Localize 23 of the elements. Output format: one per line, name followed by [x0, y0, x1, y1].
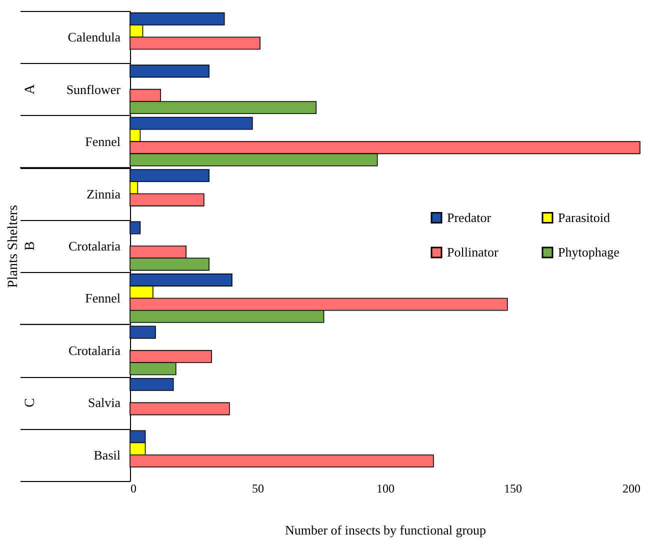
y-tick-label: Crotalaria [68, 238, 121, 254]
y-tick-label: Calendula [68, 30, 121, 45]
legend-label: Pollinator [447, 244, 499, 260]
legend-label: Phytophage [558, 244, 620, 260]
y-tick-label: Zinnia [86, 186, 121, 202]
x-tick-label: 200 [622, 482, 640, 496]
legend-label: Predator [447, 210, 492, 225]
text: B [23, 241, 38, 251]
y-tick-label: Basil [94, 447, 121, 462]
text: A [23, 83, 38, 94]
y-tick-label: Sunflower [66, 82, 122, 97]
y-tick-label: Salvia [88, 395, 121, 410]
x-tick-label: 50 [252, 482, 264, 496]
y-tick-label: Crotalaria [68, 342, 121, 358]
x-tick-label: 0 [130, 482, 136, 496]
x-tick-label: 100 [376, 482, 394, 496]
y-tick-label: Fennel [85, 290, 121, 306]
y-tick-label: Fennel [85, 134, 121, 150]
x-axis-title: Number of insects by functional group [284, 522, 486, 538]
x-tick-label: 150 [504, 482, 522, 496]
text: C [23, 398, 38, 408]
y-axis-title: Plants Shelters [6, 205, 21, 288]
legend-label: Parasitoid [558, 210, 610, 225]
